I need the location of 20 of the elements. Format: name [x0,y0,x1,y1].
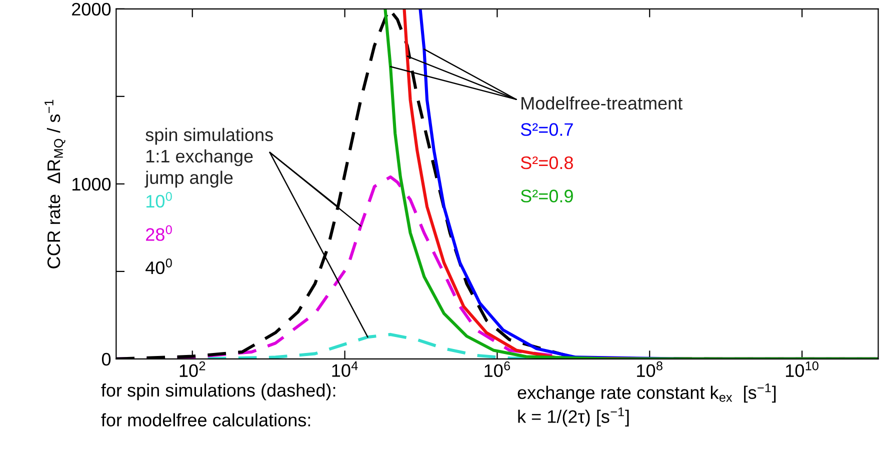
text: 28$^{0}$ [146,225,172,241]
x-tick-label: 10$^{6}$ [484,361,510,378]
y-tick-label: 1000 [72,178,111,191]
x-tick-label: 10$^{8}$ [637,361,662,378]
x-tick-label: 10$^{4}$ [332,361,358,377]
annotation: spin simulations 1:1 exchange jump angle [144,128,273,188]
annotation: Modelfree-treatment [522,96,682,110]
y-tick-label: 2000 [72,2,111,16]
text: for modelfree calculations: [101,413,310,426]
text: S²=0.9 [520,190,573,202]
y-axis-title: CCR rate ΔR$_{MQ}$ / s$^{−1}$ [44,100,66,268]
x-tick-label: 10$^{2}$ [180,361,206,378]
text: S²=0.8 [520,156,573,170]
text: S²=0.7 [520,123,573,136]
y-tick-label: 0 [102,352,111,366]
text: exchange rate constant k$_{ex}$ [s$^{−1}$] k = 1/(2τ) [s$^{−1}$] [518,383,776,427]
text: 40$^{0}$ [146,258,172,274]
x-tick-label: 10$^{10}$ [786,361,818,378]
text: for spin simulations (dashed): [101,383,336,400]
text: 10$^{0}$ [146,192,172,208]
